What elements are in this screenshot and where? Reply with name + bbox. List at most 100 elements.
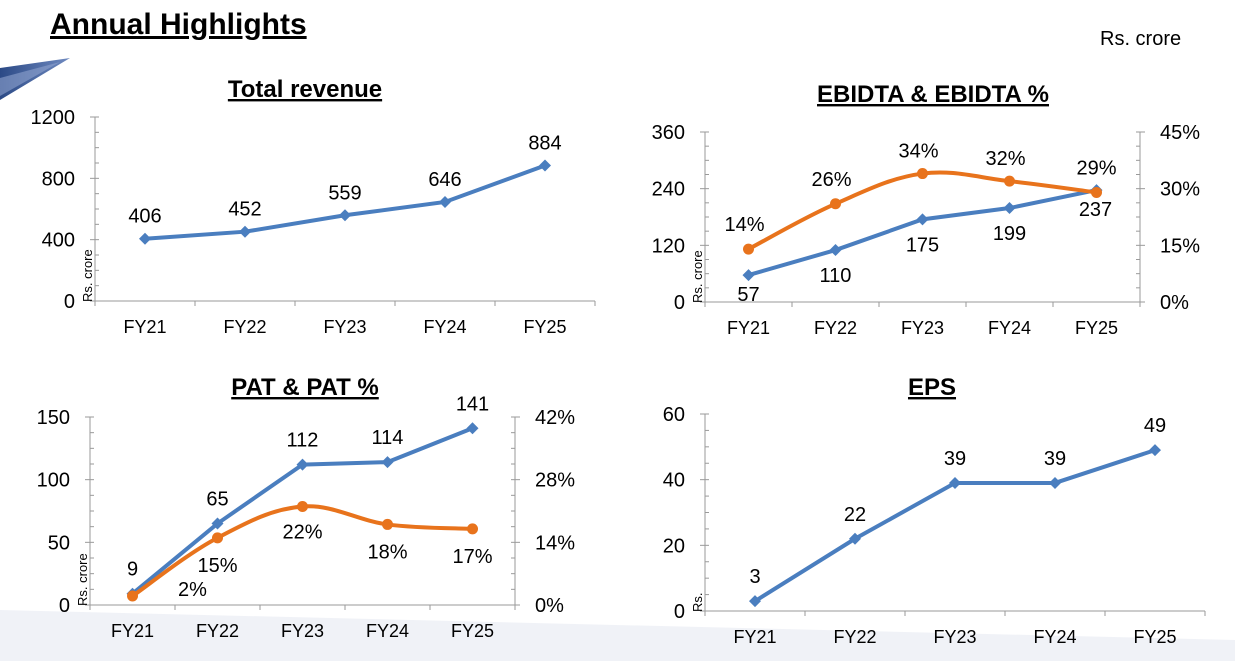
chart-total-revenue: Total revenue 0 400 800 1200 Rs. crore FY21 FY2… [31, 76, 596, 337]
data-point [829, 244, 842, 257]
data-point [297, 501, 308, 513]
data-label: 32% [985, 148, 1025, 170]
data-point [296, 458, 309, 471]
y-tick-label: 150 [37, 407, 70, 429]
x-tick-label: FY23 [933, 627, 976, 647]
data-label: 17% [452, 546, 492, 568]
unit-label: Rs. crore [1100, 28, 1182, 50]
data-label: 559 [328, 182, 361, 204]
data-label: 22% [282, 522, 322, 544]
data-point [916, 213, 929, 226]
data-label: 15% [197, 555, 237, 577]
data-label: 22 [844, 504, 866, 526]
data-label: 9 [127, 559, 138, 581]
y-tick-label: 1200 [31, 107, 76, 129]
y-tick-label: 60 [663, 404, 685, 426]
data-point [539, 159, 551, 172]
chart-title: PAT & PAT % [231, 374, 379, 401]
data-point [212, 532, 223, 544]
y-tick-label: 50 [48, 532, 70, 554]
data-label: 34% [898, 141, 938, 163]
x-tick-label: FY22 [196, 621, 239, 641]
data-label: 452 [228, 199, 261, 221]
y2-tick-label: 42% [535, 407, 575, 429]
y2-tick-label: 45% [1160, 122, 1200, 144]
data-point [1003, 202, 1016, 215]
data-point [1149, 444, 1161, 457]
chart-ebidta: EBIDTA & EBIDTA % 0 120 240 360 Rs. crore 0% 15… [652, 81, 1201, 338]
header-band-light [0, 62, 60, 96]
x-tick-label: FY25 [1075, 318, 1118, 338]
x-tick-label: FY24 [366, 621, 409, 641]
x-tick-label: FY24 [1033, 627, 1076, 647]
data-label: 14% [724, 214, 764, 236]
x-tick-label: FY25 [451, 621, 494, 641]
y2-tick-label: 0% [1160, 292, 1189, 314]
data-point [127, 590, 138, 602]
data-point [749, 595, 761, 608]
data-label: 49 [1144, 415, 1166, 437]
footer-band-shape [0, 610, 1235, 661]
x-tick-label: FY22 [833, 627, 876, 647]
chart-title: Total revenue [228, 76, 382, 103]
data-point [742, 269, 755, 282]
y-axis-label: Rs. crore [80, 249, 95, 302]
data-point [467, 523, 478, 535]
data-point [949, 476, 961, 489]
data-label: 26% [811, 169, 851, 191]
data-point [1049, 476, 1061, 489]
data-point [849, 532, 861, 545]
x-tick-label: FY25 [523, 317, 566, 337]
data-label: 39 [944, 448, 966, 470]
data-point [239, 225, 251, 238]
chart-eps: EPS 0 20 40 60 Rs. FY21 FY22 FY23 FY24 FY25 3 22 39 39… [663, 374, 1206, 647]
x-tick-label: FY24 [423, 317, 466, 337]
data-label: 29% [1076, 157, 1116, 179]
data-label: 2% [178, 579, 207, 601]
x-tick-label: FY24 [988, 318, 1031, 338]
data-label: 3 [749, 566, 760, 588]
header-band-shape [0, 58, 70, 100]
y-tick-label: 100 [37, 470, 70, 492]
data-point [439, 195, 451, 208]
y-tick-label: 0 [64, 291, 75, 313]
y-tick-label: 0 [59, 595, 70, 617]
y2-tick-label: 0% [535, 595, 564, 617]
y2-tick-label: 14% [535, 532, 575, 554]
y2-tick-label: 28% [535, 470, 575, 492]
x-tick-label: FY23 [281, 621, 324, 641]
data-point [139, 232, 151, 245]
data-point [339, 209, 351, 222]
y-tick-label: 120 [652, 235, 685, 257]
y-tick-label: 240 [652, 179, 685, 201]
data-label: 141 [456, 393, 489, 415]
y-tick-label: 40 [663, 470, 685, 492]
chart-title: EPS [908, 374, 956, 401]
y-axis-label: Rs. [690, 593, 705, 613]
data-point [382, 518, 393, 530]
data-point [1004, 175, 1015, 187]
y2-tick-label: 30% [1160, 179, 1200, 201]
y-tick-label: 400 [42, 230, 75, 252]
chart-title: EBIDTA & EBIDTA % [817, 81, 1049, 108]
data-point [466, 422, 479, 435]
data-point [743, 243, 754, 255]
data-label: 112 [287, 430, 319, 452]
data-label: 646 [428, 169, 461, 191]
data-label: 199 [993, 223, 1026, 245]
x-tick-label: FY23 [323, 317, 366, 337]
data-label: 18% [367, 541, 407, 563]
x-tick-label: FY21 [727, 318, 770, 338]
x-tick-label: FY22 [814, 318, 857, 338]
series-line [753, 448, 1156, 603]
data-point [917, 168, 928, 180]
y-axis-label: Rs. crore [690, 250, 705, 303]
data-label: 65 [206, 489, 228, 511]
chart-pat: PAT & PAT % 0 50 100 150 Rs. crore 0% 14% 28% 42%… [37, 374, 576, 641]
x-tick-label: FY25 [1133, 627, 1176, 647]
y-tick-label: 0 [674, 292, 685, 314]
y-tick-label: 20 [663, 535, 685, 557]
data-label: 114 [372, 427, 404, 449]
data-label: 39 [1044, 448, 1066, 470]
